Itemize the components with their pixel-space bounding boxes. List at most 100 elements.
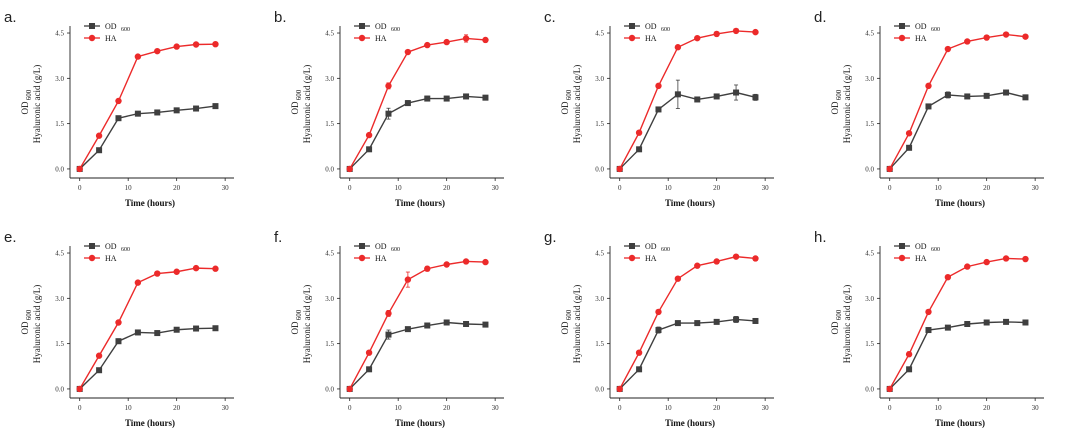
od-data-point	[115, 338, 122, 345]
od-data-point	[906, 144, 913, 151]
y-axis-title-od-subscript: 600	[25, 89, 33, 100]
y-axis-title-od-text: OD	[560, 101, 570, 114]
ha-data-point	[674, 275, 682, 282]
od-data-point	[96, 367, 103, 374]
od-data-point	[482, 94, 489, 101]
ha-data-point	[694, 34, 701, 42]
legend-od-subscript: 600	[661, 247, 670, 253]
y-tick-label: 1.5	[325, 120, 334, 128]
legend-od-subscript: 600	[391, 27, 400, 33]
od-data-point	[655, 106, 662, 113]
ha-data-point	[1022, 33, 1029, 40]
od-data-point	[1022, 319, 1029, 326]
y-tick-label: 4.5	[865, 30, 874, 38]
x-tick-label: 20	[713, 404, 721, 412]
y-axis-title-ha-text: Hyaluronic acid (g/L)	[302, 285, 312, 363]
od-series-line	[619, 91, 756, 170]
panel-letter: e.	[4, 229, 17, 246]
y-tick-label: 0.0	[325, 385, 334, 393]
ha-data-point	[134, 53, 142, 60]
legend-ha-marker	[358, 254, 366, 262]
y-tick-label: 0.0	[595, 385, 604, 393]
y-tick-label: 3.0	[865, 295, 874, 303]
ha-data-point	[635, 349, 643, 356]
ha-data-point	[983, 258, 990, 266]
od-data-point	[154, 109, 161, 116]
od-data-point	[212, 103, 219, 110]
y-axis-title-od-subscript: 600	[25, 309, 33, 320]
legend-od-marker	[359, 243, 365, 249]
ha-series-line	[349, 260, 486, 390]
od-series-line	[349, 95, 486, 170]
y-axis-title-ha-text: Hyaluronic acid (g/L)	[32, 65, 42, 143]
ha-data-point	[192, 41, 200, 48]
y-axis-title-ha: Hyaluronic acid (g/L)	[32, 285, 42, 363]
ha-data-point	[732, 253, 740, 260]
x-tick-label: 0	[618, 404, 622, 412]
x-tick-label: 30	[222, 184, 230, 192]
od-data-point	[944, 324, 951, 331]
y-tick-label: 4.5	[55, 250, 64, 258]
y-axis-title-ha: Hyaluronic acid (g/L)	[842, 65, 852, 143]
x-tick-label: 10	[665, 184, 673, 192]
legend-od-label: OD	[645, 22, 657, 31]
od-data-point	[1022, 94, 1029, 101]
x-tick-label: 0	[78, 404, 82, 412]
ha-data-point	[616, 165, 623, 173]
x-axis-title: Time (hours)	[125, 418, 175, 428]
od-data-point	[694, 320, 701, 327]
legend-od-subscript: 600	[661, 27, 670, 33]
y-axis-title-od-text: OD	[830, 101, 840, 114]
ha-data-point	[212, 40, 219, 48]
od-series-line	[79, 105, 216, 170]
x-axis-title: Time (hours)	[665, 198, 715, 208]
ha-data-point	[115, 319, 122, 326]
od-data-point	[906, 366, 913, 373]
ha-data-point	[655, 308, 662, 316]
legend-od-label: OD	[375, 242, 387, 251]
x-axis-title: Time (hours)	[125, 198, 175, 208]
od-data-point	[733, 89, 740, 96]
legend-ha-marker	[628, 34, 636, 42]
od-data-point	[733, 316, 740, 323]
od-data-point	[385, 331, 392, 338]
legend-od-label: OD	[105, 22, 117, 31]
x-tick-label: 10	[395, 404, 403, 412]
ha-data-point	[95, 132, 103, 139]
y-tick-label: 1.5	[595, 340, 604, 348]
ha-data-point	[694, 262, 701, 269]
ha-data-point	[404, 276, 412, 283]
panel-letter: h.	[814, 229, 827, 246]
legend-ha-marker	[358, 34, 366, 42]
od-data-point	[443, 95, 450, 102]
x-tick-label: 20	[713, 184, 721, 192]
ha-data-point	[192, 264, 200, 272]
od-data-point	[1003, 318, 1010, 325]
ha-series-line	[619, 255, 756, 390]
legend-ha-marker	[628, 254, 636, 262]
x-tick-label: 30	[1032, 404, 1040, 412]
ha-series-line	[79, 43, 216, 170]
od-data-point	[463, 93, 470, 100]
legend-od-label: OD	[375, 22, 387, 31]
ha-data-point	[964, 38, 971, 45]
ha-data-point	[173, 43, 180, 50]
y-tick-label: 0.0	[325, 165, 334, 173]
od-data-point	[193, 105, 200, 112]
x-axis-title: Time (hours)	[935, 418, 985, 428]
y-axis-title-ha-text: Hyaluronic acid (g/L)	[32, 285, 42, 363]
x-tick-label: 10	[665, 404, 673, 412]
od-data-point	[964, 93, 971, 100]
legend-od-label: OD	[915, 242, 927, 251]
y-axis-title-ha-text: Hyaluronic acid (g/L)	[572, 65, 582, 143]
y-tick-label: 1.5	[55, 340, 64, 348]
x-tick-label: 20	[173, 184, 181, 192]
x-tick-label: 30	[1032, 184, 1040, 192]
x-tick-label: 10	[125, 404, 133, 412]
x-tick-label: 20	[983, 184, 991, 192]
legend-ha-label: HA	[375, 34, 387, 43]
panel-letter: a.	[4, 9, 17, 26]
